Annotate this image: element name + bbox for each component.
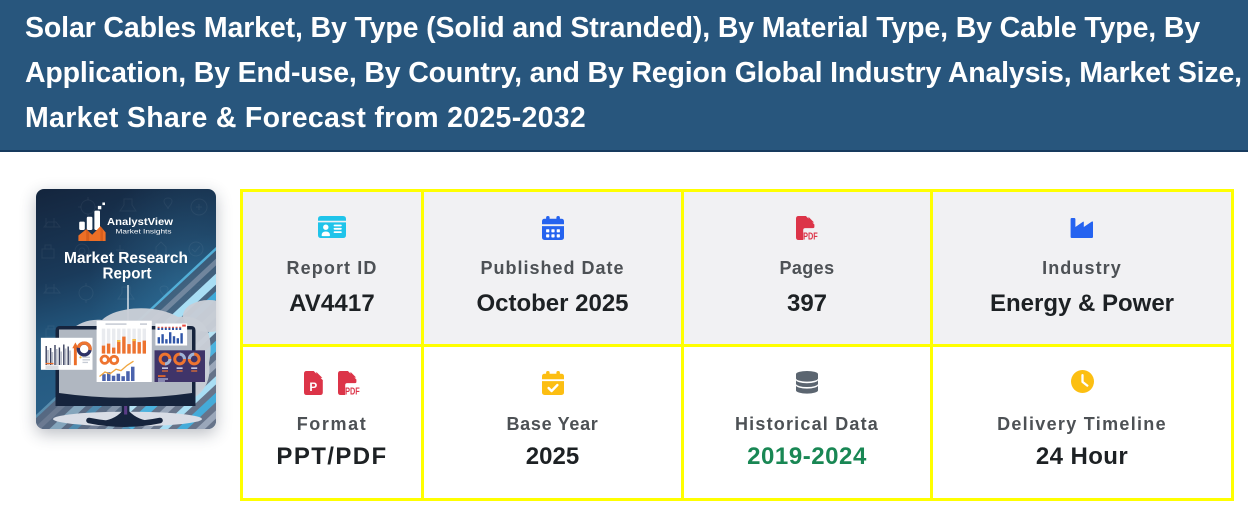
svg-text:AnalystView: AnalystView (107, 217, 173, 228)
svg-text:P: P (309, 380, 317, 394)
svg-text:Market Research: Market Research (64, 250, 188, 267)
svg-text:Market Insights: Market Insights (116, 229, 172, 236)
svg-text:PDF: PDF (803, 232, 818, 240)
svg-text:Report: Report (103, 266, 153, 283)
svg-text:PDF: PDF (345, 387, 360, 395)
